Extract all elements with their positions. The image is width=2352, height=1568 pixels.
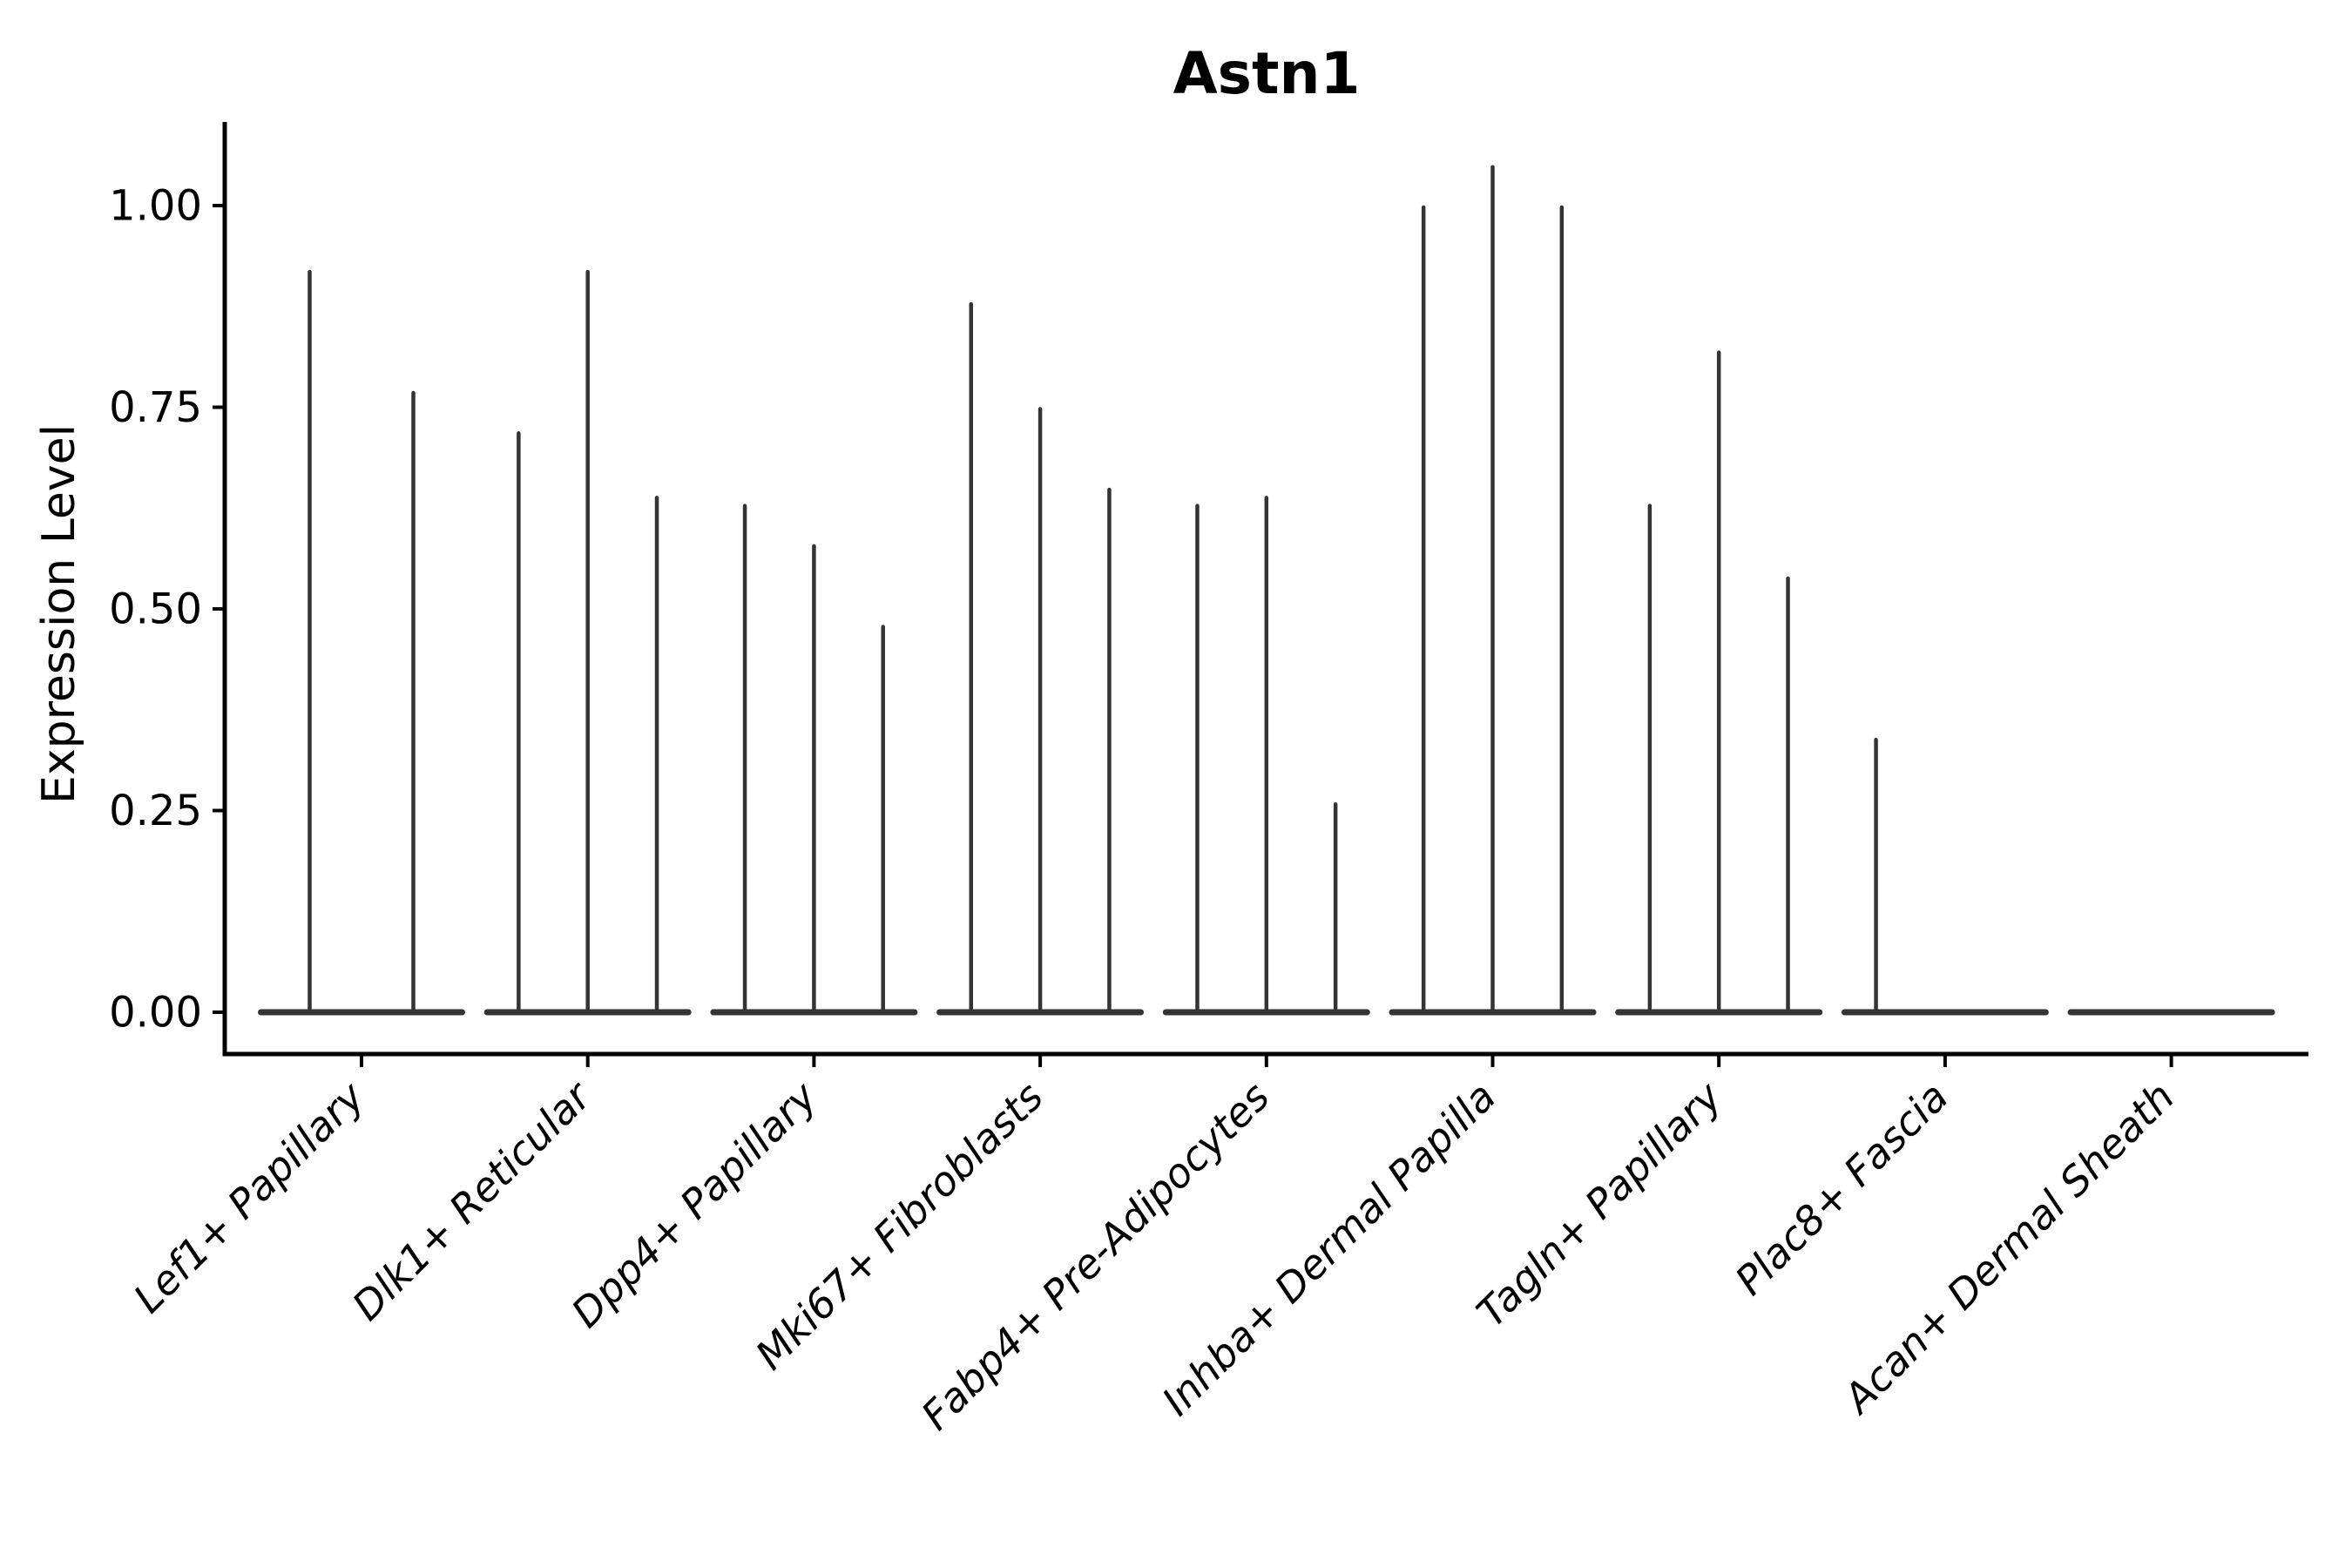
x-tick-label: Tagln+ Papillary — [1468, 1072, 1732, 1336]
y-tick-label: 1.00 — [109, 181, 202, 230]
x-tick-label: Plac8+ Fascia — [1726, 1073, 1957, 1304]
y-tick-label: 0.50 — [109, 585, 202, 633]
violin-baseline — [2067, 1009, 2275, 1016]
y-tick-label: 0.25 — [109, 787, 202, 835]
y-tick-label: 0.75 — [109, 383, 202, 432]
violin-baseline — [258, 1009, 465, 1016]
x-tick-label: Dpp4+ Papillary — [563, 1072, 827, 1336]
x-tick-label: Dlk1+ Reticular — [343, 1071, 602, 1329]
y-tick-label: 0.00 — [109, 988, 202, 1037]
chart-title: Astn1 — [1173, 40, 1361, 107]
violin-baseline — [1841, 1009, 2049, 1016]
x-tick-label: Lef1+ Papillary — [125, 1072, 374, 1321]
